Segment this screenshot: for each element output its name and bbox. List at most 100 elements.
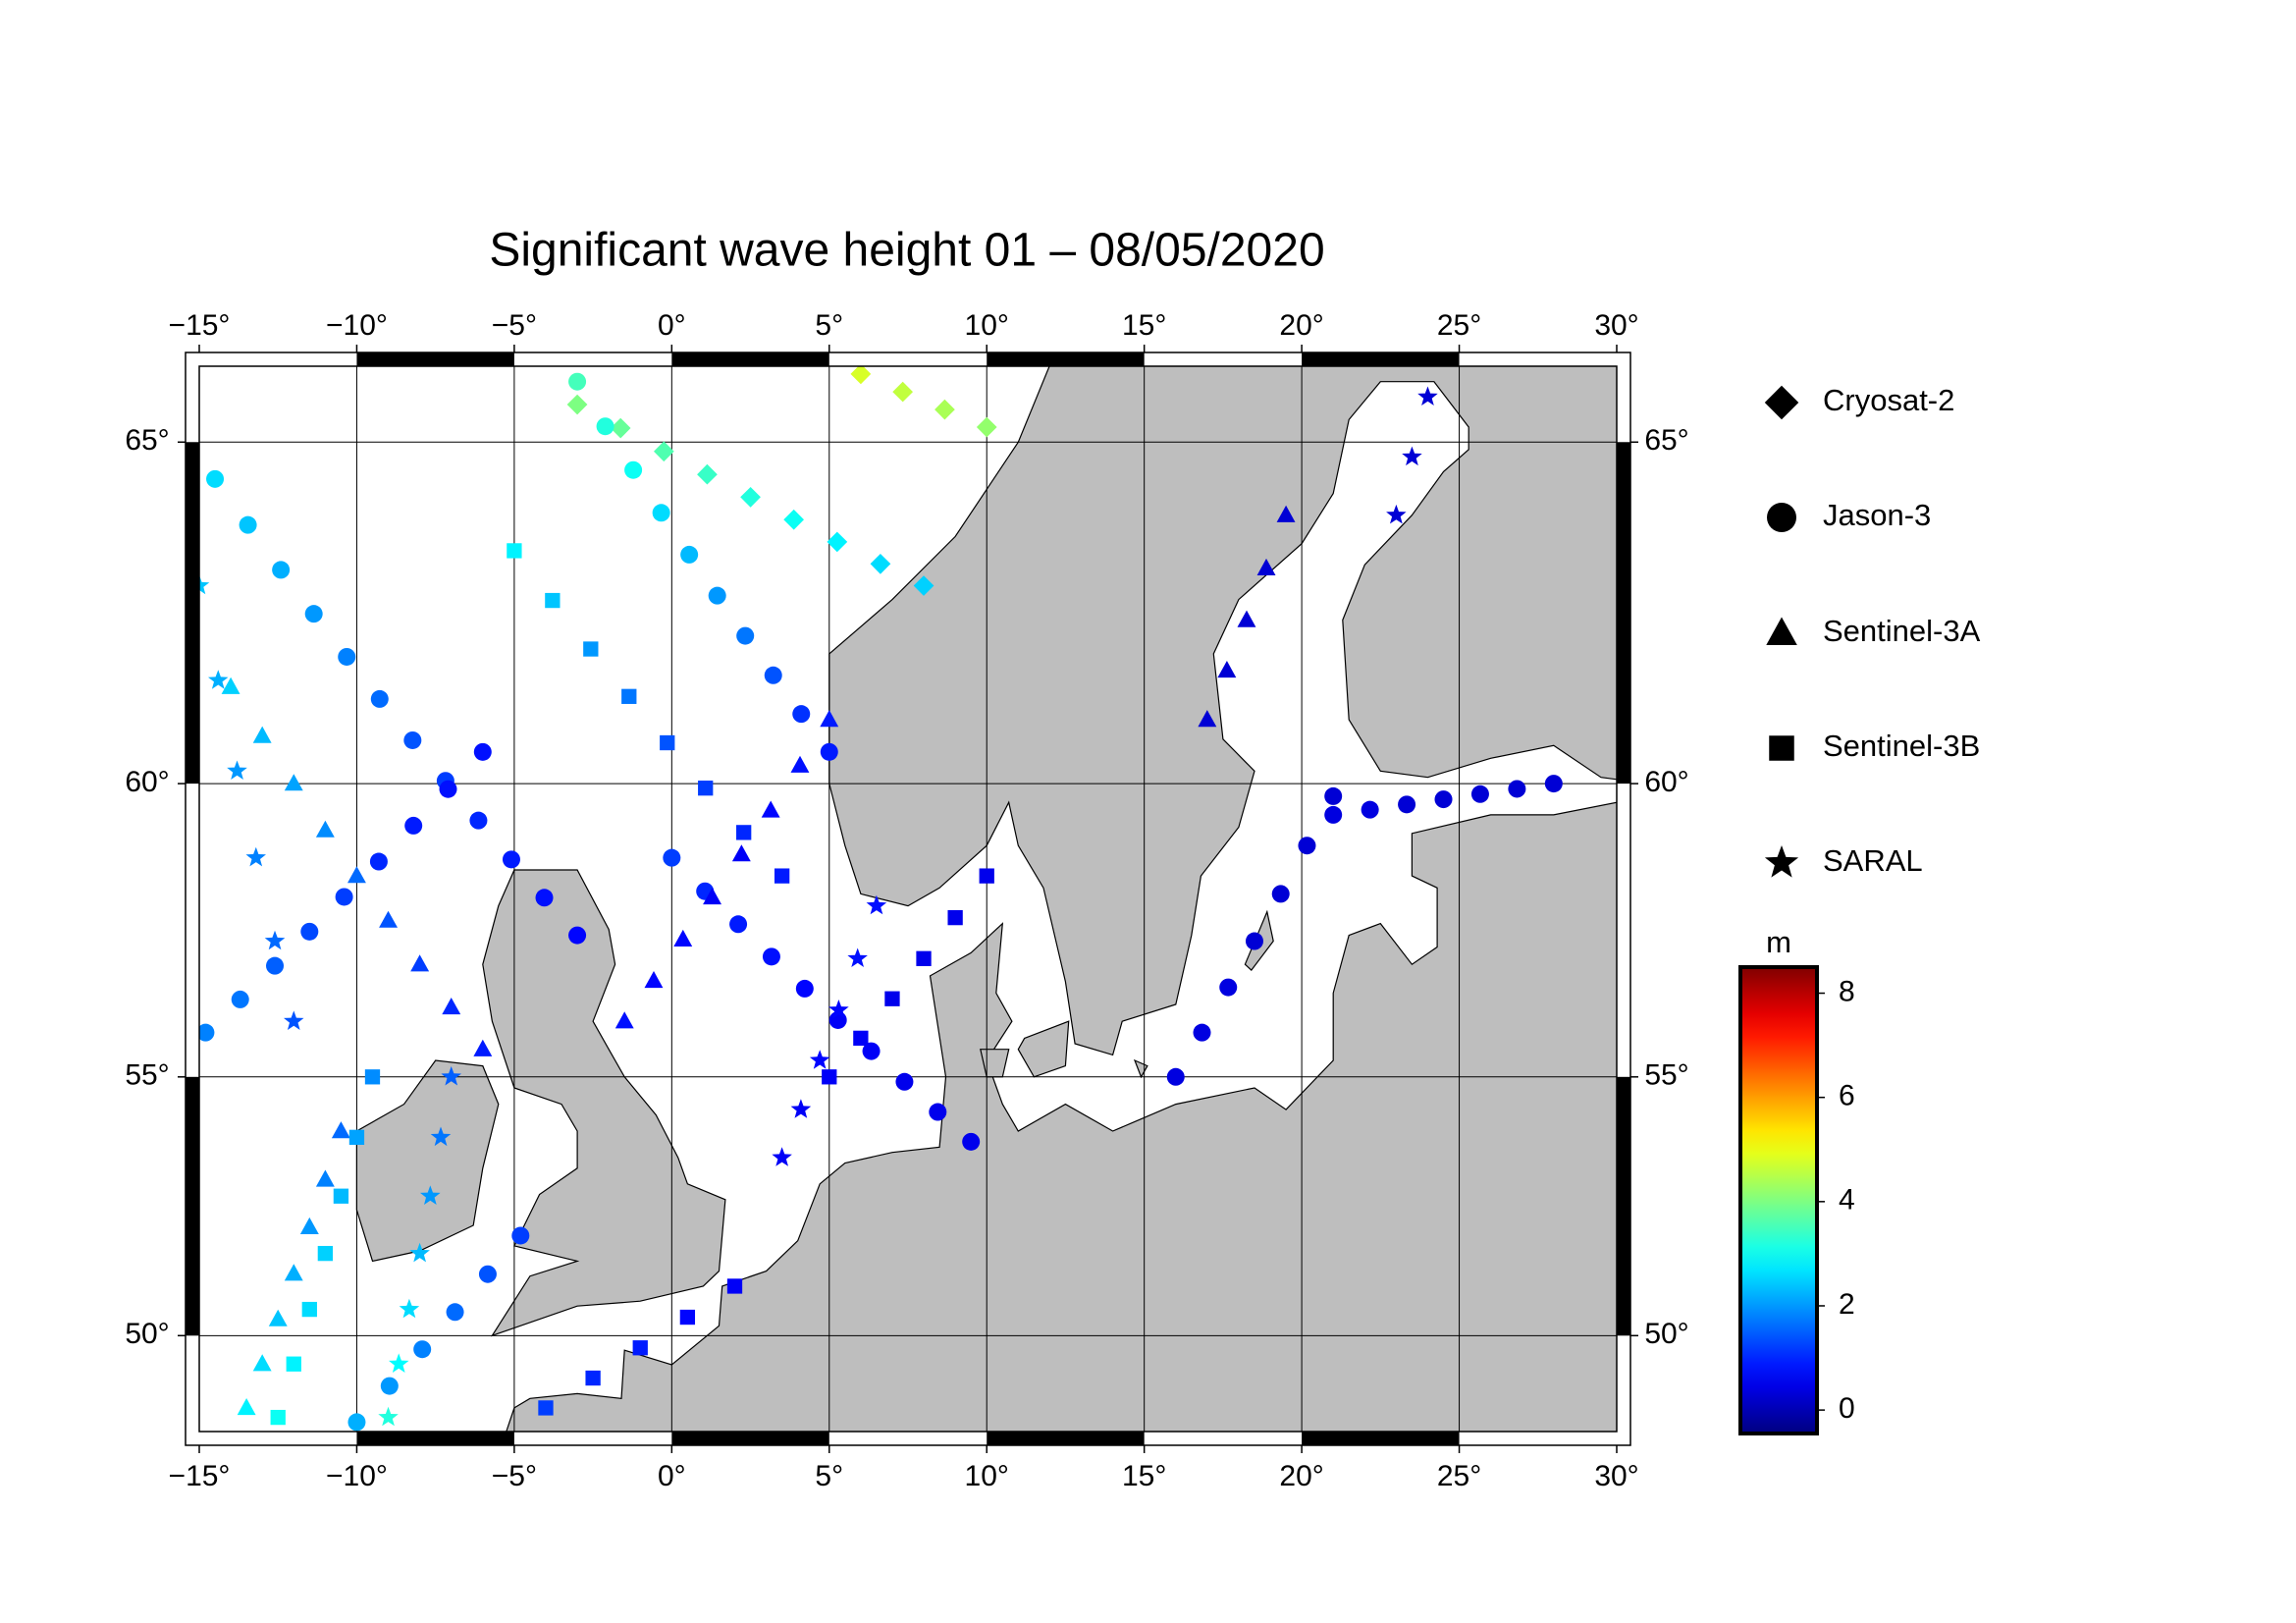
frame-segment [186,1076,199,1336]
x-tick-label: 25° [1437,1460,1481,1492]
legend-marker [1769,735,1794,761]
track-point [795,979,814,998]
colorbar-tick-label: 6 [1839,1080,1855,1112]
track-point [614,1011,634,1029]
colorbar-tick-label: 2 [1839,1288,1855,1321]
track-point [1271,885,1290,903]
track-point [338,647,356,666]
x-tick-label: 30° [1594,1460,1638,1492]
track-point [409,1242,430,1263]
track-point [731,844,751,862]
track-point [380,1377,399,1395]
x-tick-label: −5° [492,1460,537,1492]
track-point [286,1356,301,1372]
track-point [847,947,868,967]
track-point [644,971,664,989]
x-tick-label: 30° [1594,309,1638,342]
track-point [740,487,761,508]
land [482,869,726,1337]
track-point [596,417,614,436]
y-tick-label: 60° [125,766,169,798]
x-tick-label: −5° [492,309,537,342]
track-point [708,586,726,605]
track-point [511,1226,530,1245]
track-point [566,394,588,415]
track-point [442,998,461,1015]
track-point [1219,978,1238,997]
track-point [299,1217,319,1234]
track-point [348,1129,365,1145]
track-point [268,1309,288,1326]
track-point [270,1409,286,1426]
track-point [317,1245,334,1262]
track-point [208,670,229,689]
frame-segment [671,352,829,366]
track-point [347,1413,366,1432]
track-point [979,868,994,884]
track-point [624,460,643,479]
track-point [478,1265,497,1283]
track-point [568,926,587,945]
track-point [862,1042,881,1060]
track-point [199,574,210,595]
land [355,1059,500,1263]
frame-segment [356,352,514,366]
x-tick-label: −15° [169,309,231,342]
track-point [884,991,900,1006]
legend-marker [1766,617,1797,645]
track-point [404,816,423,835]
track-point [703,888,721,905]
chart-title: Significant wave height 01 – 08/05/2020 [489,225,1324,277]
track-point [1324,786,1343,805]
track-point [929,1103,947,1121]
frame-segment [987,1432,1145,1445]
x-tick-label: −10° [326,309,388,342]
track-point [333,1188,349,1204]
track-point [538,1400,554,1416]
track-point [245,846,266,867]
x-tick-label: 10° [965,309,1009,342]
colorbar-tick-label: 8 [1839,975,1855,1007]
track-point [1398,795,1416,814]
track-point [726,1278,743,1294]
track-point [379,910,398,928]
y-tick-label: 60° [1644,766,1688,798]
x-tick-label: 5° [815,1460,843,1492]
track-point [1324,805,1343,824]
track-point [568,372,587,391]
legend-label: Sentinel-3A [1823,614,1981,648]
legend-marker [1767,503,1796,532]
y-tick-label: 65° [1644,424,1688,457]
track-point [736,626,755,645]
track-point [1166,1067,1185,1086]
track-point [441,1066,461,1086]
track-point [820,742,838,761]
track-point [962,1132,981,1151]
track-point [1256,558,1276,575]
frame-segment [671,1432,829,1445]
track-point [850,366,872,385]
frame-segment [1617,442,1630,784]
track-point [583,641,599,657]
track-point [1276,505,1296,522]
track-point [828,1000,849,1019]
x-tick-label: 15° [1122,309,1166,342]
track-point [1434,790,1453,809]
frame-segment [1302,1432,1460,1445]
track-point [347,866,366,884]
track-point [335,888,353,906]
track-point [762,947,780,966]
track-point [252,726,272,743]
land [828,366,1617,1056]
frame-segment [987,352,1145,366]
track-point [660,734,675,751]
colorbar-tick-label: 0 [1839,1392,1855,1425]
y-tick-label: 55° [125,1059,169,1092]
track-point [809,1050,830,1069]
track-point [1402,446,1422,466]
track-point [284,1264,303,1281]
x-tick-label: 0° [658,309,686,342]
track-point [679,1309,696,1325]
track-point [430,1126,452,1147]
